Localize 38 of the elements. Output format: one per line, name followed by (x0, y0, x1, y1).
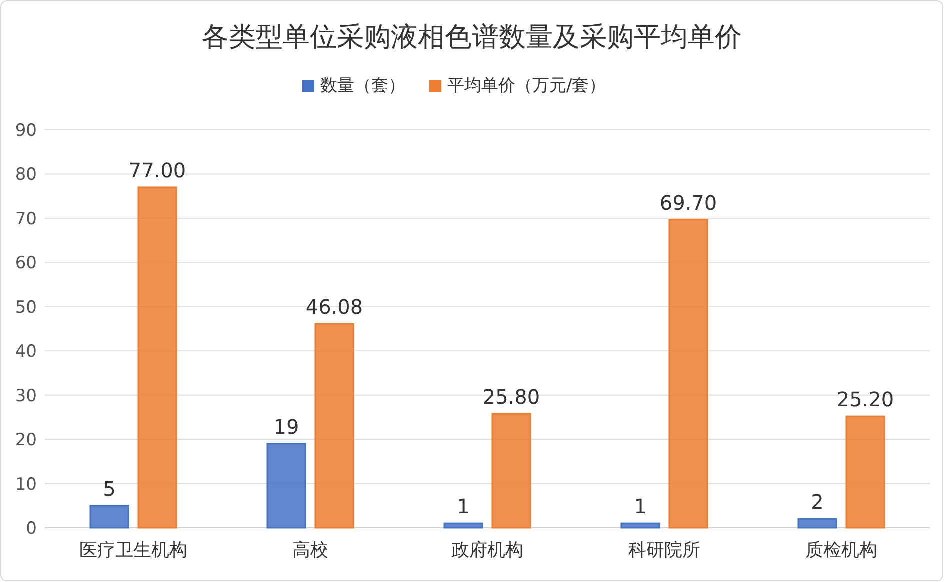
y-tick-label: 30 (15, 386, 37, 406)
y-tick-label: 20 (15, 430, 37, 451)
bar (668, 219, 708, 529)
text: 69.70 (660, 190, 718, 215)
bar (90, 505, 130, 529)
bar (266, 443, 306, 529)
x-tick-label: 政府机构 (452, 540, 524, 561)
y-tick-label: 90 (15, 121, 37, 141)
text: 1 (634, 494, 647, 519)
text: 1 (457, 494, 470, 519)
bar (314, 323, 354, 529)
text: 19 (274, 414, 300, 439)
x-tick-label: 质检机构 (806, 540, 878, 561)
x-tick-label: 高校 (292, 540, 328, 561)
text: 46.08 (306, 295, 364, 320)
bar (138, 186, 178, 529)
bar (492, 413, 532, 529)
bar (846, 416, 886, 529)
x-tick-label: 医疗卫生机构 (80, 540, 188, 561)
text: 2 (811, 490, 824, 514)
y-tick-label: 40 (15, 342, 37, 362)
text: 25.20 (836, 388, 894, 412)
legend-label: 数量（套） (320, 76, 406, 96)
bar (444, 522, 484, 529)
y-tick-label: 0 (26, 519, 37, 539)
y-tick-label: 60 (15, 254, 37, 274)
text: 25.80 (482, 384, 540, 409)
y-tick-label: 80 (15, 165, 37, 186)
bar (620, 522, 660, 529)
x-tick-label: 科研院所 (628, 540, 700, 561)
bar (798, 518, 838, 529)
y-tick-label: 50 (15, 298, 37, 318)
text: 5 (103, 476, 116, 501)
text: 77.00 (128, 158, 186, 182)
legend-label: 平均单价（万元/套） (448, 76, 606, 96)
y-tick-label: 70 (15, 209, 37, 230)
chart-title: 各类型单位采购液相色谱数量及采购平均单价 (202, 22, 742, 53)
y-tick-label: 10 (15, 474, 37, 495)
